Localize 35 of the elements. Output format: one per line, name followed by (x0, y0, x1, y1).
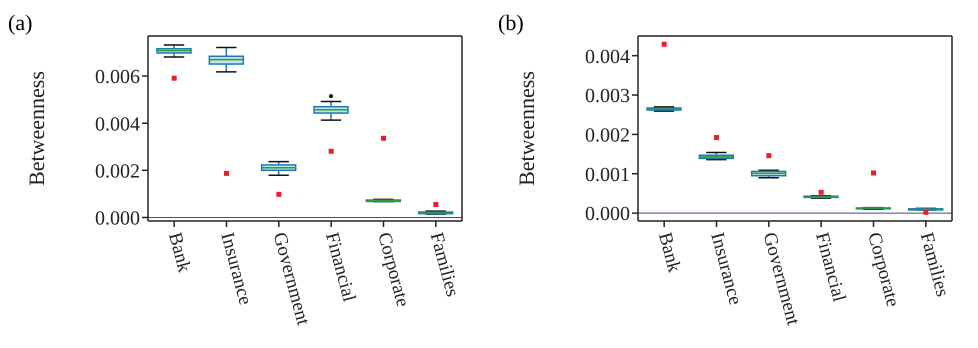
x-tick-label: Corporate (863, 230, 904, 310)
y-tick-label: 0.000 (95, 208, 140, 230)
x-tick-label: Financial (321, 230, 360, 304)
y-axis-title: Betweenness (24, 71, 49, 186)
point (172, 76, 177, 81)
x-tick-label: Insurance (706, 230, 746, 308)
x-tick-label: Corporate (373, 230, 414, 310)
point (714, 135, 719, 140)
point (871, 170, 876, 176)
x-tick-label: Families (426, 230, 463, 299)
y-tick-label: 0.001 (585, 164, 630, 186)
y-tick-label: 0.004 (95, 113, 140, 136)
x-tick-label: Bank (654, 230, 685, 275)
y-tick-label: 0.006 (95, 66, 140, 88)
point (766, 153, 772, 158)
chart-title: (a) (8, 10, 32, 36)
point (276, 192, 282, 197)
point (818, 190, 824, 195)
x-tick-label: Bank (164, 230, 195, 275)
y-tick-label: 0.003 (585, 85, 630, 108)
x-tick-label: Families (916, 230, 953, 299)
y-tick-label: 0.002 (95, 160, 140, 182)
point (328, 148, 334, 154)
point (224, 170, 229, 176)
chart-title: (b) (498, 10, 524, 36)
point (433, 202, 438, 208)
y-axis-title: Betweenness (514, 71, 539, 186)
x-tick-label: Financial (811, 230, 850, 304)
y-tick-label: 0.000 (585, 203, 630, 226)
y-tick-label: 0.004 (585, 46, 630, 68)
point (381, 136, 386, 141)
point (662, 42, 667, 47)
point (923, 210, 928, 215)
x-tick-label: Insurance (216, 230, 256, 308)
y-tick-label: 0.002 (585, 124, 630, 147)
